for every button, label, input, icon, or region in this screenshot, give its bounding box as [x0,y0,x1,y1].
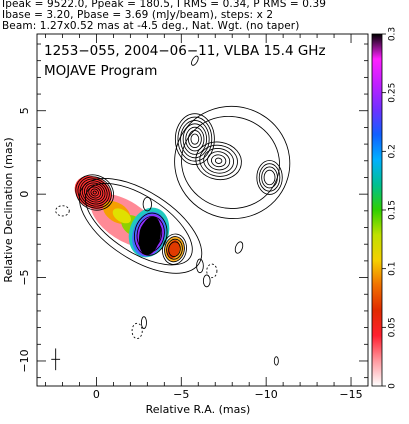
chart-subtitle: MOJAVE Program [44,63,157,79]
header-line-2: Ibase = 3.20, Pbase = 3.69 (mJy/beam), s… [2,9,274,21]
contour [162,233,187,265]
header-line-3: Beam: 1.27x0.52 mas at -4.5 deg., Nat. W… [2,20,300,32]
intensity-contours [55,55,291,366]
negative-contour [206,263,218,279]
contour [195,141,242,181]
contour [258,163,281,192]
contour [263,169,276,186]
colorbar-tick-label: 0.1 [388,262,398,276]
contour [190,133,200,145]
contour [141,222,160,246]
contour [199,144,238,177]
contour [134,212,168,256]
colorbar-tick-label: 0 [388,383,398,389]
noise-contour [273,356,279,366]
y-tick-label: 5 [18,107,31,114]
negative-contour [55,205,70,217]
contour [136,216,165,253]
contour [214,157,223,164]
contour [166,238,183,260]
chart-title: 1253−055, 2004−06−11, VLBA 15.4 GHz [44,43,326,59]
contour [90,188,99,197]
contour [168,241,181,258]
contour [84,182,106,203]
contour-envelope [174,105,291,220]
colorbar-tick-label: 0.3 [388,27,398,41]
x-tick-label: −5 [173,388,189,401]
contour [164,236,185,263]
noise-contour [196,258,204,274]
contour [185,126,205,152]
y-tick-label: 0 [18,191,31,198]
contour [180,120,210,159]
colorbar-ticks: 0 0.05 0.1 0.15 0.2 0.25 0.3 [382,27,398,389]
polarization-patch [138,216,161,256]
x-axis-label: Relative R.A. (mas) [146,403,251,416]
colorbar-tick-label: 0.05 [388,317,398,337]
contour [144,226,157,243]
noise-contour [142,196,153,212]
contour [177,116,213,162]
ticks-layer: 0 −5 −10 −15 5 0 −5 −10 [18,34,368,401]
contour [139,219,163,249]
colorbar-tick-label: 0.15 [388,200,398,220]
colorbar-tick-label: 0.2 [388,144,398,158]
noise-contour [191,55,199,66]
contour-envelope [78,178,203,274]
contour [211,154,227,168]
contour [92,190,97,195]
x-tick-label: −15 [339,388,362,401]
contour-envelope [84,183,193,266]
plot-frame [36,33,369,387]
noise-contour [202,274,211,288]
contour [182,123,207,155]
contour [79,178,110,207]
x-tick-label: −10 [255,388,278,401]
contour [77,176,112,209]
y-axis-label: Relative Declination (mas) [2,137,15,282]
colorbar-tick-label: 0.25 [388,83,398,103]
header-line-1: Ipeak = 9522.0, Ppeak = 180.5, I RMS = 0… [2,0,327,10]
contour [256,160,283,195]
contour [88,186,102,199]
y-tick-label: −10 [18,349,31,372]
negative-contour [131,322,143,340]
contour [86,184,104,201]
contour [187,130,202,149]
noise-contour [234,241,244,254]
polarization-patch [112,208,132,224]
map-layer [51,55,291,371]
contour [75,174,115,211]
colorbar [371,33,383,387]
contour [203,147,235,174]
contour-envelope [181,115,280,209]
x-tick-label: 0 [93,388,100,401]
contour [174,113,215,165]
contour [207,151,231,171]
y-tick-label: −5 [18,269,31,285]
noise-contour [140,316,147,329]
